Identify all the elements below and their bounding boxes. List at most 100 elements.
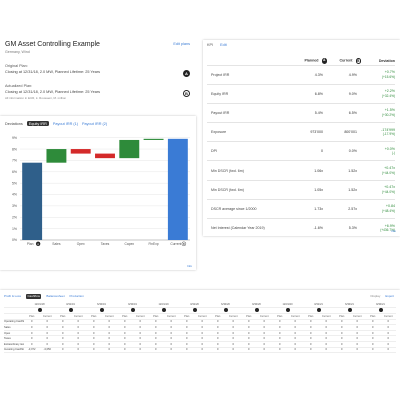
kpi-label: Net Interest (Calendar Year 2019) [207,217,293,238]
y-tick-label: 4% [12,193,17,197]
display-link[interactable]: Display [370,294,381,298]
col-deviation: Deviation [378,58,395,63]
tab-profit-loss[interactable]: Profit & Loss [4,294,22,299]
tab-deviations: Deviations [5,121,23,126]
row-label: Opex [4,330,24,337]
period-badge-icon [241,307,272,315]
cell-value: 0 [132,335,148,343]
y-tick-label: 5% [12,181,17,185]
x-tick-label: Taxes [101,242,110,246]
sub-header-current: Current [39,313,55,320]
kpi-deviation: +6.9% (+436.7%) [361,217,395,238]
bar-finexp [143,138,164,140]
cell-value: 0 [70,319,86,326]
kpi-planned: 6.8% [293,83,327,104]
cell-value: 0 [86,324,102,331]
cell-value: 0 [117,324,133,331]
actualized-plan-note: All information in EUR, k. Rousaeni, M. … [5,96,67,100]
cell-value: 0 [210,341,226,348]
period-badge-icon [117,307,148,315]
table-row: Sales 0 0 0 0 0 0 0 0 0 0 0 0 0 0 0 0 0 0 0 0 0 0 0 0 [4,324,396,331]
table-row: Extraordinary items000000000000000000000… [4,341,396,348]
cell-value: 0 [334,347,350,354]
sub-header-plan: Plan [365,313,381,320]
cell-value: 0 [334,330,350,337]
cell-value: 0 [163,341,179,348]
tab-equity-irr[interactable]: Equity IRR [26,121,49,126]
kpi-label: DPI [207,141,293,161]
kpi-current: 1.52x [327,179,361,200]
cell-value: 0 [39,335,55,343]
cell-value: 0 [303,330,319,337]
cell-value: 0 [380,330,396,337]
tab-production[interactable]: Production [69,294,84,299]
kpi-edit-link[interactable]: Edit [220,43,227,47]
cell-value: 0 [225,347,241,354]
y-tick-label: 8% [12,147,17,151]
period-badge-icon [179,307,210,315]
bar-opex [70,149,91,154]
cell-value: 0 [334,324,350,331]
category-badge-icon [181,241,187,247]
cell-value: 0 [365,330,381,337]
tab-payout-irr-2[interactable]: Payout IRR (2) [82,121,108,126]
tab-balancesheet[interactable]: Balancesheet [46,294,65,299]
cell-value: 0 [256,319,272,326]
kpi-deviation: +0.84 (+48.4%) [361,198,395,219]
cell-value: 0 [303,347,319,354]
edit-plans-link[interactable]: Edit plans [173,42,190,46]
cell-value: 0 [194,341,210,348]
kpi-row: Equity IRR 6.8% 9.0% +2.2% (+32.4%) [207,83,395,104]
cell-value: 0 [24,324,40,331]
kpi-info-link[interactable]: Info [390,229,396,233]
date-header: 3/31/19 [55,302,86,309]
cell-value: 0 [148,347,164,354]
cell-value: 0 [365,319,381,326]
cell-value: 0 [380,319,396,326]
kpi-current: 6.5% [327,102,361,123]
cell-value: 0 [272,335,288,343]
kpi-deviation: +1.5% (+30.2%) [361,102,395,123]
cell-value: 0 [194,347,210,354]
cell-value: 0 [287,330,303,337]
kpi-label: Payout IRR [207,102,293,123]
x-tick-label: Current [170,242,181,246]
kpi-header-label: KPI [207,43,214,47]
cell-value: 0 [55,335,71,343]
cell-value: 0 [256,347,272,354]
kpi-current: 9.0% [327,83,361,104]
x-tick-label: Opex [77,242,85,246]
cell-value: 0 [132,324,148,331]
cell-value: 0 [163,330,179,337]
kpi-deviation: +0.0% (-) [361,141,395,161]
kpi-row: Project IRR 4.3% 4.9% +0.7% (+15.6%) [207,64,395,85]
actualized-plan-badge: B [183,90,190,97]
category-badge-label: B [183,242,185,246]
cell-value: 0 [163,335,179,343]
cell-value: 0 [272,347,288,354]
sub-header-plan: Plan [117,313,133,320]
kpi-row: Payout IRR 5.4% 6.5% +1.5% (+30.2%) [207,102,395,123]
kpi-planned: 0 [293,141,327,161]
cell-value: 0 [86,341,102,348]
export-link[interactable]: Export [385,294,394,298]
cell-value: 0 [55,324,71,331]
cell-value: 0 [241,330,257,337]
financials-grid: 12/31/18 3/31/19 6/30/19 9/30/19 12/31/19 3/3… [4,302,396,354]
cell-value: 0 [179,341,195,348]
cell-value: 0 [163,347,179,354]
col-current: Current B [339,58,361,64]
date-header: 9/30/20 [241,302,272,309]
cell-value: 0 [241,341,257,348]
tab-payout-irr-1[interactable]: Payout IRR (1) [52,121,79,126]
cell-value: 0 [241,335,257,343]
kpi-deviation: +0.47x (+44.0%) [361,179,395,200]
period-badge-icon [148,307,179,315]
tab-cashflow[interactable]: Cashflow [26,294,42,299]
chart-info-link[interactable]: Info [186,264,192,268]
date-header: 6/30/19 [86,302,117,309]
cell-value: 0 [148,319,164,326]
kpi-current: 0.0% [327,141,361,161]
bar-capex [119,139,140,159]
financials-tabs: Profit & Loss Cashflow Balancesheet Prod… [4,294,84,299]
